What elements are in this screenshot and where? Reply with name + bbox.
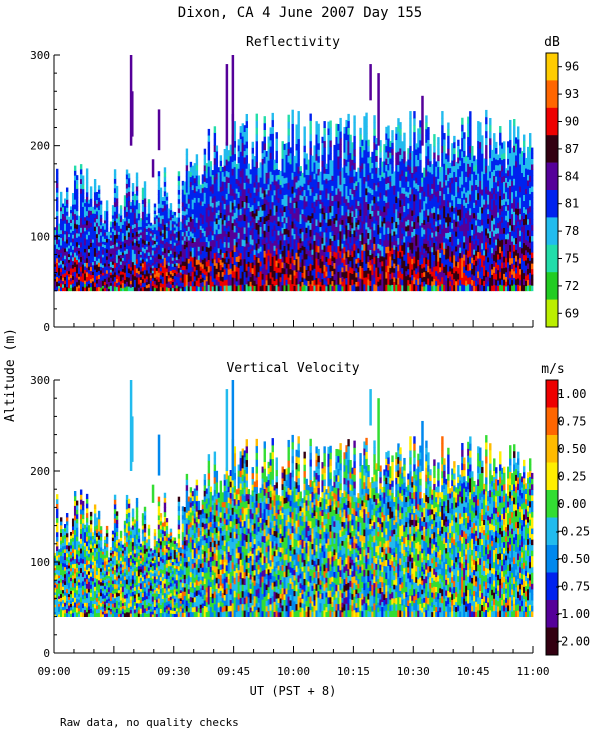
y-tick-label: 300	[30, 49, 50, 62]
x-tick-label: 09:30	[157, 665, 190, 678]
colorbar-swatch	[546, 517, 558, 546]
colorbar-label: 0.50	[558, 442, 587, 456]
y-tick-label: 200	[30, 465, 50, 478]
colorbar: 1.00 0.75 0.50 0.25 0.00 -0.25 -0.50 -0.75 -1.00…	[545, 379, 590, 656]
colorbar-label: 78	[565, 224, 579, 238]
y-tick-label: 200	[30, 140, 50, 153]
x-tick-label: 10:30	[397, 665, 430, 678]
colorbar-swatch	[546, 162, 558, 191]
y-tick-label: 100	[30, 230, 50, 243]
colorbar-label: -1.00	[554, 607, 590, 621]
colorbar-swatch	[546, 217, 558, 246]
colorbar-swatch	[546, 545, 558, 573]
colorbar-swatch	[546, 572, 558, 601]
colorbar-label: 0.00	[558, 497, 587, 511]
x-tick-label: 09:00	[37, 665, 70, 678]
colorbar-swatch	[546, 299, 558, 328]
colorbar-swatch	[546, 135, 558, 163]
colorbar-label: 75	[565, 252, 579, 266]
footnote: Raw data, no quality checks	[60, 716, 239, 729]
colorbar-swatch	[546, 53, 558, 81]
colorbar-label: 90	[565, 115, 579, 129]
x-tick-label: 10:45	[457, 665, 490, 678]
colorbar-label: 93	[565, 87, 579, 101]
colorbar-label: -0.75	[554, 579, 590, 593]
panel-title-velocity: Vertical Velocity	[226, 361, 359, 376]
colorbar-label: 69	[565, 306, 579, 320]
colorbar-label: 0.25	[558, 469, 587, 483]
colorbar-swatch	[546, 600, 558, 628]
colorbar-label: 96	[565, 60, 579, 74]
colorbar-unit-reflectivity: dB	[544, 35, 560, 50]
y-tick-label: 100	[30, 556, 50, 569]
colorbar-swatch	[546, 462, 558, 491]
y-tick-label: 0	[43, 321, 50, 334]
x-tick-label: 09:15	[97, 665, 130, 678]
colorbar-swatch	[546, 407, 558, 436]
colorbar-label: 72	[565, 279, 579, 293]
y-tick-label: 0	[43, 647, 50, 660]
panel-velocity: 0 100 200 300 1.00 0.75 0.50 0.25 0.00 -0.25 -0.50…	[30, 374, 590, 660]
heatmap-field	[54, 380, 534, 617]
x-tick-label: 09:45	[217, 665, 250, 678]
figure-title: Dixon, CA 4 June 2007 Day 155	[178, 5, 422, 21]
colorbar-label: -2.00	[554, 634, 590, 648]
colorbar-label: 1.00	[558, 387, 587, 401]
colorbar-label: -0.50	[554, 552, 590, 566]
colorbar-label: 84	[565, 169, 579, 183]
colorbar-label: -0.25	[554, 524, 590, 538]
panel-title-reflectivity: Reflectivity	[246, 35, 340, 50]
colorbar-swatch	[546, 380, 558, 408]
heatmap-field	[54, 55, 534, 292]
colorbar-label: 0.75	[558, 414, 587, 428]
y-axis-label: Altitude (m)	[3, 328, 18, 422]
panel-reflectivity: 0 100 200 300 96 93 90 87 84 81 78 75 72 69	[30, 49, 579, 334]
colorbar-label: 87	[565, 142, 579, 156]
x-tick-label: 11:00	[516, 665, 549, 678]
x-tick-label: 10:15	[337, 665, 370, 678]
colorbar-swatch	[546, 490, 558, 518]
colorbar-swatch	[546, 190, 558, 218]
y-tick-label: 300	[30, 374, 50, 387]
colorbar-label: 81	[565, 197, 579, 211]
x-axis-label: UT (PST + 8)	[250, 684, 337, 698]
colorbar-swatch	[546, 435, 558, 463]
colorbar-swatch	[546, 107, 558, 136]
colorbar-swatch	[546, 627, 558, 656]
colorbar-swatch	[546, 80, 558, 109]
x-tick-label: 10:00	[277, 665, 310, 678]
colorbar-swatch	[546, 272, 558, 300]
colorbar-unit-velocity: m/s	[541, 362, 564, 377]
colorbar: 96 93 90 87 84 81 78 75 72 69	[545, 52, 579, 328]
colorbar-swatch	[546, 244, 558, 273]
